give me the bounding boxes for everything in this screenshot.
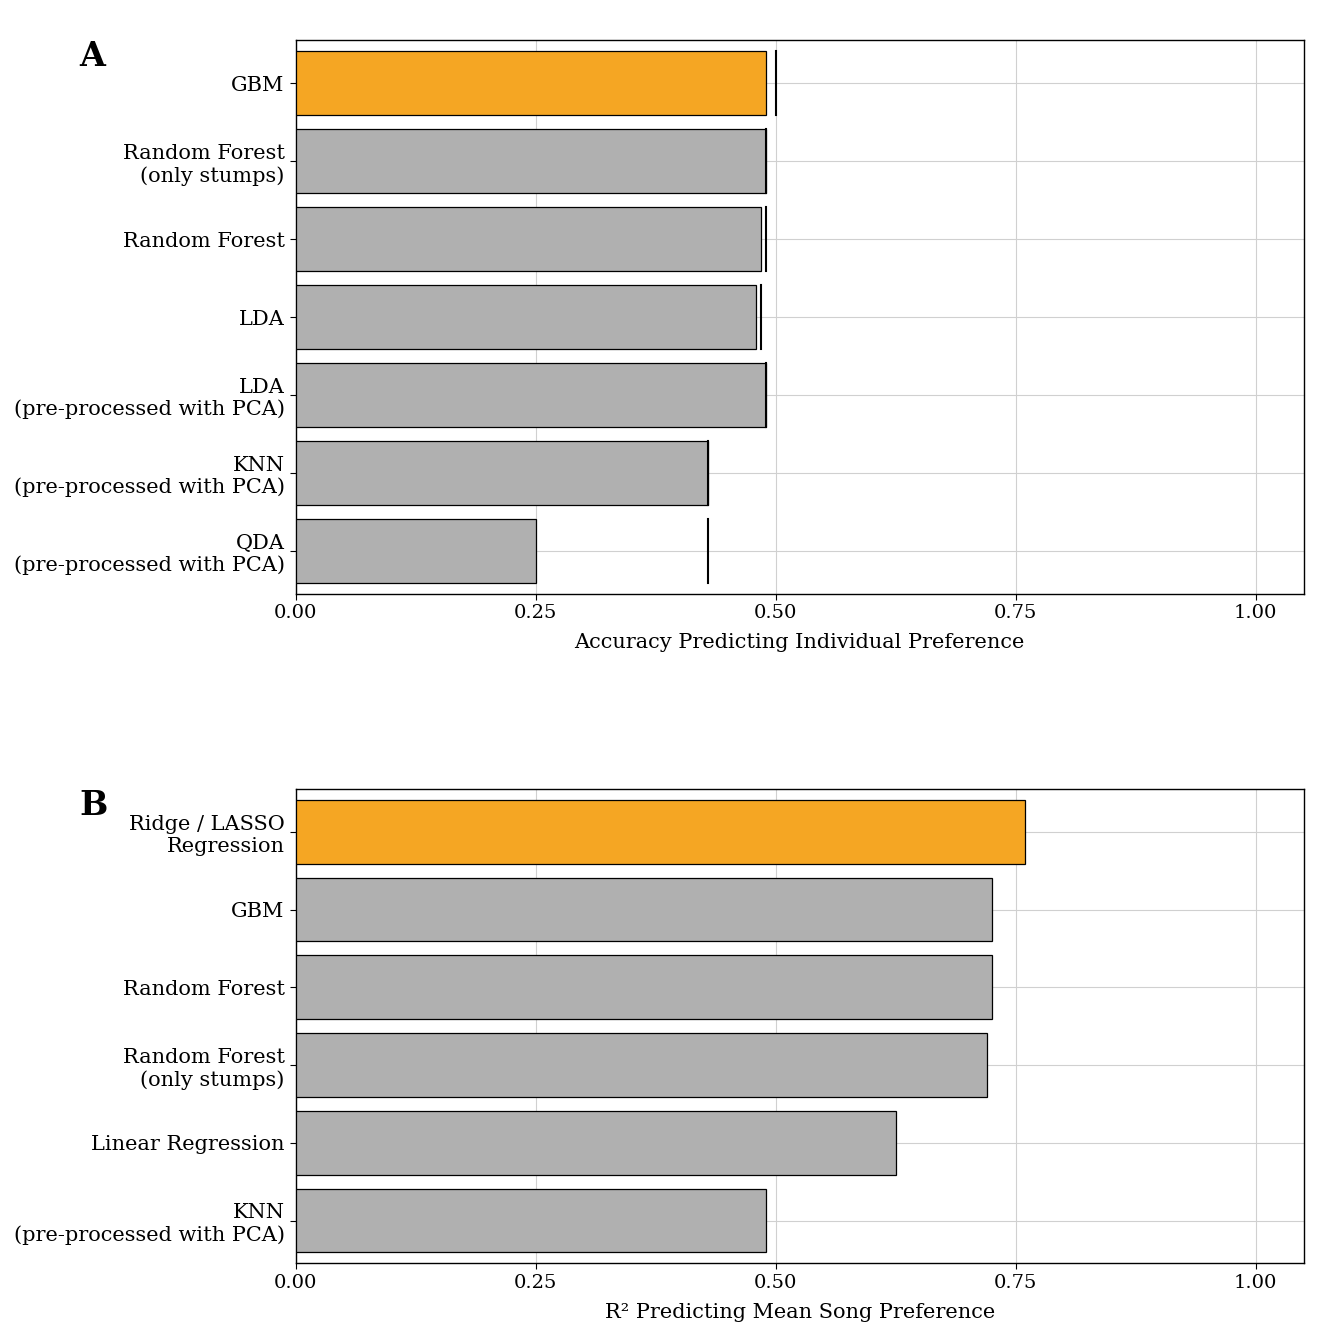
- Bar: [296, 519, 536, 583]
- Bar: [296, 363, 766, 427]
- Bar: [296, 1111, 895, 1175]
- X-axis label: Accuracy Predicting Individual Preference: Accuracy Predicting Individual Preferenc…: [574, 633, 1025, 652]
- Text: A: A: [79, 40, 105, 74]
- Bar: [296, 441, 708, 505]
- Bar: [296, 1188, 766, 1253]
- Bar: [296, 800, 1025, 864]
- Text: B: B: [79, 789, 108, 823]
- Bar: [296, 285, 757, 349]
- Bar: [296, 207, 761, 271]
- Bar: [296, 129, 766, 194]
- X-axis label: R² Predicting Mean Song Preference: R² Predicting Mean Song Preference: [605, 1302, 995, 1322]
- Bar: [296, 956, 992, 1019]
- Bar: [296, 51, 766, 116]
- Bar: [296, 1034, 986, 1097]
- Bar: [296, 878, 992, 941]
